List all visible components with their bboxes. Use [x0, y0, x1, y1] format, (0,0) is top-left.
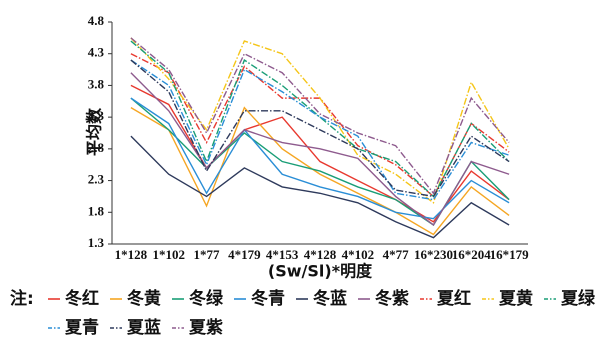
- legend-label: 冬红: [65, 288, 99, 309]
- x-axis-label: (Sw/Sl)*明度: [268, 262, 373, 281]
- legend-label: 夏黄: [499, 288, 533, 309]
- y-tick-label: 1.3: [88, 235, 105, 250]
- x-tick-label: 16*230: [414, 247, 453, 262]
- legend-label: 冬绿: [189, 288, 224, 309]
- x-tick-label: 4*153: [266, 247, 299, 262]
- y-tick-label: 2.8: [88, 140, 105, 155]
- x-tick-label: 4*179: [228, 247, 261, 262]
- x-tick-label: 1*102: [152, 247, 185, 262]
- legend-label: 夏绿: [561, 288, 596, 309]
- legend-label: 冬紫: [375, 288, 409, 309]
- series-line: [130, 40, 510, 198]
- series-line: [130, 106, 510, 236]
- series-line: [130, 72, 510, 227]
- y-tick-label: 3.8: [88, 76, 105, 91]
- legend-label: 冬黄: [127, 288, 161, 309]
- legend-label: 冬蓝: [313, 288, 347, 309]
- series-line: [130, 135, 510, 239]
- series-line: [130, 37, 510, 204]
- y-tick-label: 4.8: [88, 13, 105, 28]
- legend-title: 注:: [10, 288, 34, 309]
- series-line: [130, 59, 510, 198]
- legend-label: 夏红: [437, 288, 471, 309]
- x-tick-label: 16*179: [490, 247, 530, 262]
- x-tick-label: 4*102: [342, 247, 375, 262]
- legend-label: 冬青: [251, 288, 285, 309]
- y-tick-label: 1.8: [88, 203, 105, 218]
- series-line: [130, 37, 510, 195]
- series-line: [130, 59, 510, 201]
- y-tick-label: 4.3: [88, 45, 105, 60]
- legend-label: 夏青: [65, 317, 99, 338]
- x-tick-label: 1*77: [194, 247, 221, 262]
- y-axis-label: 平均数: [85, 107, 104, 156]
- x-tick-label: 16*204: [452, 247, 492, 262]
- x-tick-label: 4*128: [304, 247, 337, 262]
- x-tick-label: 4*77: [383, 247, 410, 262]
- series-line: [130, 97, 510, 220]
- legend-label: 夏蓝: [127, 318, 161, 338]
- y-tick-label: 3.3: [88, 108, 105, 123]
- legend-label: 夏紫: [189, 317, 223, 338]
- series-line: [130, 84, 510, 223]
- x-tick-label: 1*128: [115, 247, 148, 262]
- y-tick-label: 2.3: [88, 172, 105, 187]
